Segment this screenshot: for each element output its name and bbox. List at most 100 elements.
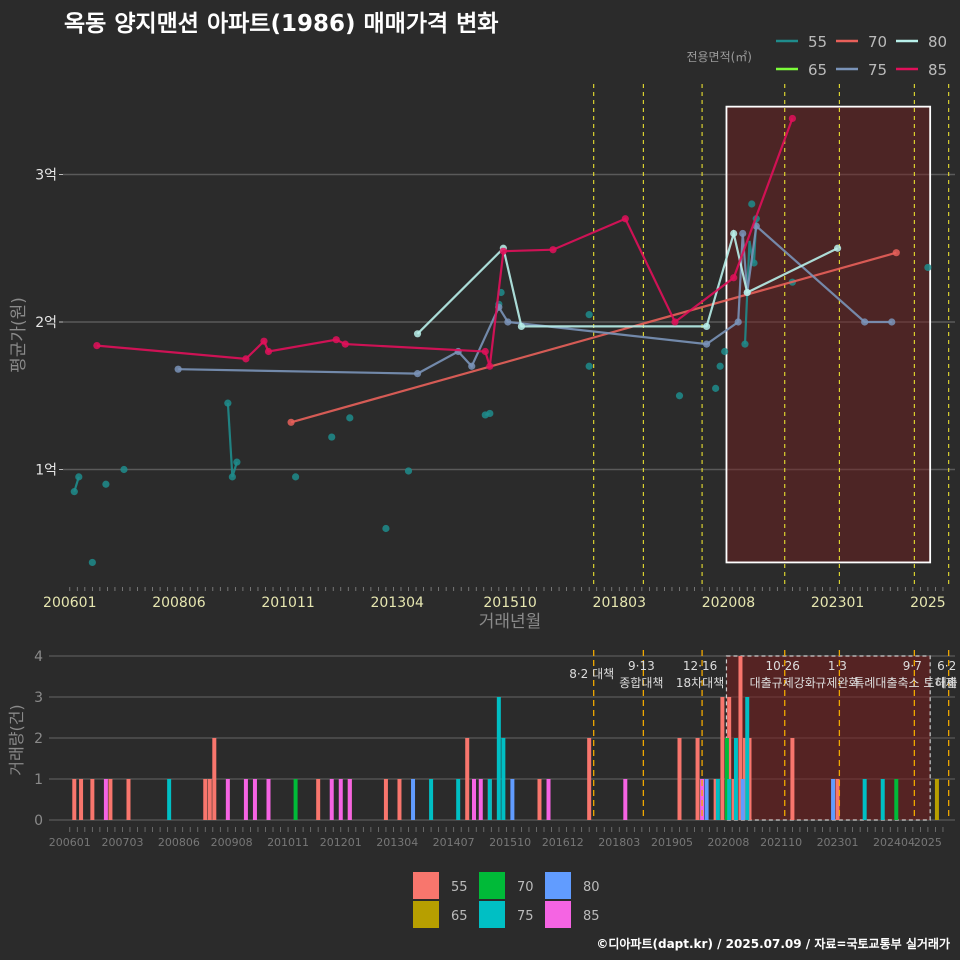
data-point-70 (287, 418, 295, 426)
volume-bar-55 (677, 738, 682, 820)
volume-bar-55 (695, 738, 700, 820)
data-point-80 (517, 322, 526, 331)
data-point-75 (468, 362, 476, 370)
data-point-55 (328, 433, 336, 441)
volume-bar-55 (835, 779, 840, 820)
y-axis-title: 거래량(건) (7, 704, 26, 775)
data-point-75 (888, 318, 896, 326)
data-point-85 (332, 336, 340, 344)
data-point-55 (228, 473, 236, 481)
y-tick-label: 3억 (35, 168, 57, 184)
volume-bar-85 (623, 779, 628, 820)
volume-bar-75 (167, 779, 172, 820)
x-tick-label: 200703 (101, 836, 143, 849)
volume-bar-75 (429, 779, 434, 820)
volume-bar-75 (496, 697, 501, 820)
volume-bar-55 (537, 779, 542, 820)
volume-bar-85 (347, 779, 352, 820)
data-point-55 (741, 340, 749, 348)
x-tick-label: 2025 (914, 836, 942, 849)
data-point-85 (481, 347, 489, 356)
data-point-75 (504, 318, 512, 326)
policy-label-top: 9·13 (628, 659, 655, 673)
x-tick-label: 202008 (702, 595, 755, 611)
policy-label-top: 6·2 (937, 659, 956, 673)
data-point-75 (734, 318, 742, 326)
volume-chart: 0 1 2 3 4 8·2 대책 9·13 종합대책 12·16 18차대책 10·26 대출규제강화… (7, 649, 960, 849)
data-point-85 (486, 362, 494, 370)
highlight-box (725, 105, 932, 564)
y-tick-label: 1억 (35, 463, 57, 479)
data-point-85 (499, 247, 507, 255)
x-tick-label: 200601 (49, 836, 91, 849)
volume-bar-55 (316, 779, 321, 820)
volume-bar-85 (225, 779, 230, 820)
data-point-85 (671, 318, 679, 326)
data-point-55 (382, 524, 390, 533)
data-point-80 (743, 288, 751, 297)
chart-title: 옥동 양지맨션 아파트(1986) 매매가격 변화 (64, 11, 499, 37)
x-tick-label: 202110 (760, 836, 802, 849)
price-chart: 1억 2억 3억 200601 200806 201011 201304 201510 2018… (9, 84, 955, 632)
data-point-75 (174, 365, 182, 373)
data-point-85 (730, 274, 738, 282)
volume-bar-75 (745, 697, 750, 820)
volume-bar-55 (108, 779, 113, 820)
x-tick-label: 201011 (267, 836, 309, 849)
policy-label-bottom: 종합대책 (619, 675, 663, 690)
series-line-70 (290, 251, 897, 424)
volume-legend: 55 65 70 75 80 85 (413, 872, 600, 928)
volume-bar-55 (727, 697, 732, 820)
legend-key-65 (413, 901, 439, 928)
legend-label-75: 75 (868, 61, 887, 79)
data-point-55 (120, 465, 128, 474)
volume-bar-55 (720, 697, 725, 820)
x-axis-title: 거래년월 (479, 612, 542, 632)
data-point-55 (224, 399, 232, 407)
legend-label-55: 55 (451, 880, 468, 895)
volume-bar-80 (831, 779, 836, 820)
x-tick-label: 200806 (158, 836, 200, 849)
x-tick-label: 202301 (817, 836, 859, 849)
volume-bar-85 (478, 779, 483, 820)
x-tick-label: 201803 (598, 836, 640, 849)
volume-bar-85 (338, 779, 343, 820)
data-point-55 (233, 458, 241, 466)
volume-bar-55 (747, 738, 752, 820)
policy-label-top: 1·3 (828, 659, 847, 673)
volume-bar-80 (704, 779, 709, 820)
data-point-80 (702, 322, 711, 331)
data-point-85 (788, 114, 797, 123)
data-point-80 (833, 244, 842, 252)
volume-bar-70 (724, 738, 729, 820)
data-point-55 (712, 384, 720, 392)
x-tick-label: 202008 (707, 836, 749, 849)
volume-bar-75 (501, 738, 506, 820)
volume-bar-85 (266, 779, 271, 820)
footer-credit: ©디아파트(dapt.kr) / 2025.07.09 / 자료=국토교통부 실… (596, 937, 950, 951)
policy-label-top: 8·2 대책 (569, 666, 614, 681)
area-legend: 전용면적(㎡) 55 70 80 65 75 85 (686, 33, 947, 79)
x-tick-label: 201304 (376, 836, 418, 849)
policy-label-bottom: 18차대책 (676, 675, 724, 690)
volume-bar-55 (79, 779, 84, 820)
data-point-85 (264, 347, 273, 356)
volume-bar-55 (72, 779, 77, 820)
volume-bar-65 (934, 779, 939, 820)
data-point-80 (413, 330, 422, 338)
legend-key-75 (479, 901, 505, 928)
y-tick-label: 3 (34, 690, 43, 706)
data-point-55 (721, 347, 729, 356)
data-point-55 (748, 200, 756, 208)
policy-label-top: 12·16 (683, 659, 717, 673)
data-point-55 (346, 414, 354, 422)
data-point-55 (924, 263, 932, 272)
volume-bar-55 (742, 738, 747, 820)
legend-label-65: 65 (451, 909, 468, 924)
legend-title: 전용면적(㎡) (686, 50, 752, 64)
y-tick-label: 2 (34, 731, 43, 747)
data-point-75 (413, 370, 422, 378)
x-tick-label: 201407 (433, 836, 475, 849)
x-tick-label: 200908 (211, 836, 253, 849)
